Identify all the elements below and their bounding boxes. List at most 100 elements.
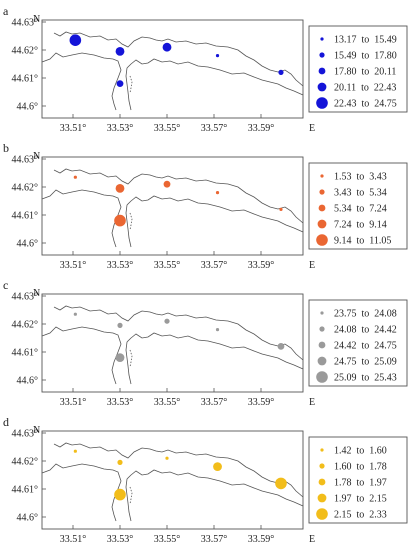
- x-tick-label: 33.55°: [154, 534, 181, 545]
- y-tick-label: 44.61°: [12, 74, 39, 85]
- legend-symbol: [318, 67, 326, 75]
- station-point-s5: [215, 328, 220, 332]
- station-point-s4: [162, 42, 172, 52]
- x-tick-label: 33.55°: [154, 123, 181, 134]
- coastline-spit: [129, 212, 133, 231]
- map-frame: [41, 156, 304, 256]
- y-tick-label: 44.62°: [12, 320, 39, 331]
- coastline-spit: [129, 75, 133, 94]
- legend-entry: 24.42 to 24.75: [334, 341, 397, 352]
- x-tick-label: 33.57°: [201, 123, 228, 134]
- panel-label: b: [3, 141, 9, 155]
- coastline-south: [41, 463, 304, 522]
- map-panel-b: b N44.63° 44.62° 44.61° 44.6° 33.51° 33.53° 33.…: [3, 141, 408, 271]
- legend-entry: 9.14 to 11.05: [334, 236, 391, 247]
- panel-label: d: [3, 415, 9, 429]
- station-point-s1: [73, 312, 77, 316]
- y-tick-label: 44.61°: [12, 211, 39, 222]
- legend-entry: 1.97 to 2.15: [334, 494, 387, 505]
- map-panel-d: d N44.63° 44.62° 44.61° 44.6° 33.51° 33.53° 33.…: [3, 415, 408, 545]
- y-tick-label: 44.63°: [12, 155, 39, 166]
- station-point-s5: [215, 191, 220, 195]
- legend-entry: 22.43 to 24.75: [334, 99, 397, 110]
- legend-symbol: [319, 189, 325, 195]
- map-panel-a: a N44.63° 44.62° 44.61° 44.6° 33.51° 33.53° 33.…: [3, 4, 408, 134]
- legend-symbol: [320, 448, 324, 452]
- x-tick-label: 33.53°: [107, 260, 134, 271]
- legend-symbol: [319, 463, 325, 469]
- legend-entry: 13.17 to 15.49: [334, 35, 397, 46]
- y-tick-label: 44.61°: [12, 348, 39, 359]
- legend-entry: 24.08 to 24.42: [334, 325, 397, 336]
- legend-symbol: [320, 311, 324, 315]
- east-label: E: [309, 260, 315, 271]
- legend-entry: 1.60 to 1.78: [334, 462, 387, 473]
- panel-label: a: [3, 4, 9, 18]
- x-tick-label: 33.57°: [201, 260, 228, 271]
- y-tick-label: 44.6°: [17, 102, 39, 113]
- legend-entry: 2.15 to 2.33: [334, 510, 387, 521]
- y-tick-label: 44.63°: [12, 18, 39, 29]
- station-point-s5: [213, 462, 222, 471]
- legend-symbol: [316, 371, 328, 383]
- y-tick-label: 44.6°: [17, 239, 39, 250]
- y-tick-label: 44.63°: [12, 292, 39, 303]
- legend-entry: 15.49 to 17.80: [334, 51, 397, 62]
- coastline-south: [41, 326, 304, 385]
- map-panel-c: c N44.63° 44.62° 44.61° 44.6° 33.51° 33.53° 33.…: [3, 278, 408, 408]
- x-tick-label: 33.59°: [248, 260, 275, 271]
- station-point-s4: [163, 180, 171, 188]
- y-tick-label: 44.63°: [12, 429, 39, 440]
- station-point-s1: [73, 449, 77, 453]
- coastline-north: [53, 168, 304, 224]
- legend-symbol: [318, 341, 326, 349]
- legend-symbol: [317, 82, 327, 92]
- x-tick-label: 33.59°: [248, 397, 275, 408]
- station-point-s2: [115, 184, 125, 193]
- y-tick-label: 44.61°: [12, 485, 39, 496]
- x-tick-label: 33.51°: [60, 534, 87, 545]
- panel-label: c: [3, 278, 8, 292]
- x-tick-label: 33.55°: [154, 397, 181, 408]
- legend-entry: 24.75 to 25.09: [334, 357, 397, 368]
- legend-entry: 5.34 to 7.24: [334, 204, 387, 215]
- legend-symbol: [317, 219, 327, 229]
- legend-symbol: [317, 356, 327, 366]
- legend-symbol: [319, 326, 325, 332]
- coastline-north: [53, 442, 304, 498]
- legend-entry: 1.42 to 1.60: [334, 446, 387, 457]
- coastline-south: [41, 189, 304, 248]
- station-point-s3: [116, 80, 124, 87]
- north-label: N: [33, 151, 40, 162]
- y-tick-label: 44.6°: [17, 513, 39, 524]
- coastline-spit: [129, 486, 133, 505]
- x-tick-label: 33.57°: [201, 397, 228, 408]
- map-frame: [41, 19, 304, 119]
- legend-box: [308, 299, 408, 387]
- east-label: E: [309, 123, 315, 134]
- station-point-s4: [164, 318, 170, 324]
- station-point-s3: [115, 353, 125, 362]
- y-tick-label: 44.62°: [12, 46, 39, 57]
- legend-symbol: [316, 508, 328, 520]
- legend-symbol: [318, 478, 326, 486]
- legend-entry: 3.43 to 5.34: [334, 188, 387, 199]
- x-tick-label: 33.53°: [107, 534, 134, 545]
- x-tick-label: 33.53°: [107, 397, 134, 408]
- x-tick-label: 33.59°: [248, 123, 275, 134]
- east-label: E: [309, 534, 315, 545]
- north-label: N: [33, 425, 40, 436]
- north-label: N: [33, 14, 40, 25]
- legend-symbol: [316, 234, 328, 246]
- legend-symbol: [317, 493, 327, 503]
- legend-symbol: [319, 52, 325, 58]
- coastline-north: [53, 305, 304, 361]
- station-point-s6: [279, 207, 283, 211]
- station-point-s1: [73, 175, 77, 179]
- legend-symbol: [318, 204, 326, 212]
- legend-symbol: [320, 174, 324, 178]
- legend-entry: 23.75 to 24.08: [334, 309, 397, 320]
- station-point-s3: [114, 488, 126, 501]
